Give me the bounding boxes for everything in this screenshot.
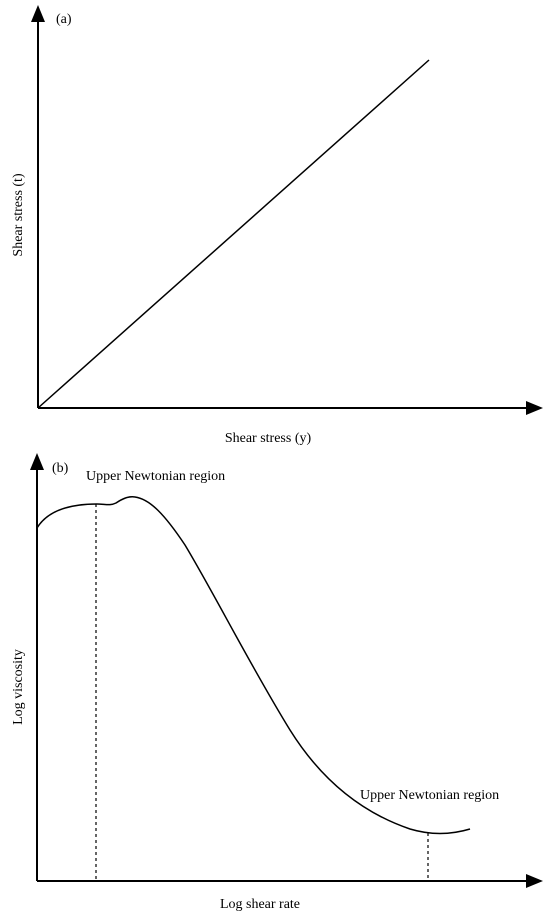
panel-b: (b) Upper Newtonian region Upper Newtoni… [11, 453, 543, 912]
panel-a-x-axis-label: Shear stress (y) [225, 431, 312, 446]
panel-b-lower-region-label: Upper Newtonian region [360, 788, 499, 803]
panel-b-x-axis-label: Log shear rate [220, 897, 300, 912]
panel-a-linear-curve [37, 59, 430, 409]
panel-b-y-axis-label: Log viscosity [11, 649, 26, 725]
panel-b-y-axis-arrow [30, 453, 44, 470]
panel-b-viscosity-curve [36, 496, 471, 835]
panel-a-y-axis-arrow [31, 5, 45, 22]
panel-b-label: (b) [52, 461, 69, 476]
panel-a-label: (a) [56, 12, 72, 27]
panel-a: (a) Shear stress (t) Shear stress (y) [11, 5, 543, 446]
panel-a-x-axis-arrow [526, 401, 543, 415]
panel-a-y-axis-label: Shear stress (t) [11, 173, 26, 257]
panel-b-x-axis-arrow [526, 874, 543, 888]
panel-b-upper-region-label: Upper Newtonian region [86, 469, 225, 484]
